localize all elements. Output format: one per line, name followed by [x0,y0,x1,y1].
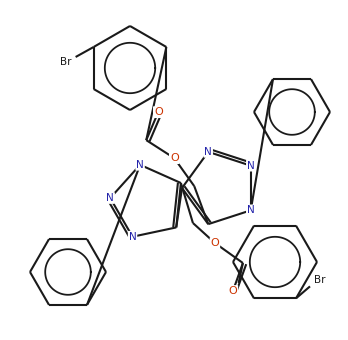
Text: O: O [211,238,219,248]
Text: N: N [136,160,144,170]
Text: O: O [229,286,237,296]
Text: O: O [170,153,179,163]
Text: N: N [204,147,212,157]
Text: O: O [154,107,163,117]
Text: N: N [247,205,255,215]
Text: N: N [106,193,114,203]
Text: N: N [247,161,255,171]
Text: Br: Br [60,57,71,67]
Text: Br: Br [314,275,326,285]
Text: N: N [129,232,136,242]
